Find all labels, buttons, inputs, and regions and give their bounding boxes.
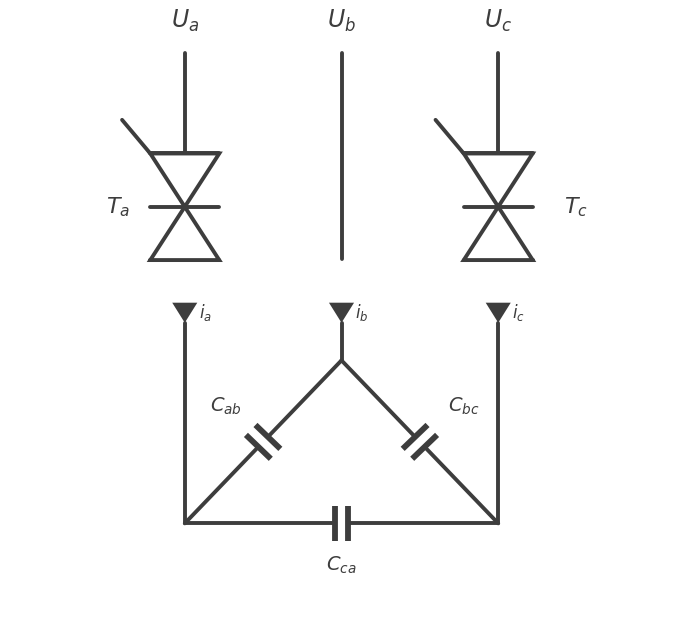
Polygon shape xyxy=(150,207,219,260)
Text: $i_a$: $i_a$ xyxy=(199,302,212,323)
Text: $T_a$: $T_a$ xyxy=(107,195,130,219)
Polygon shape xyxy=(329,303,354,323)
Polygon shape xyxy=(486,303,511,323)
Text: $U_c$: $U_c$ xyxy=(484,8,512,35)
Text: $C_{ab}$: $C_{ab}$ xyxy=(210,396,242,417)
Text: $i_c$: $i_c$ xyxy=(512,302,525,323)
Text: $U_b$: $U_b$ xyxy=(327,8,356,35)
Polygon shape xyxy=(150,153,219,207)
Text: $i_b$: $i_b$ xyxy=(355,302,369,323)
Polygon shape xyxy=(172,303,197,323)
Polygon shape xyxy=(464,153,533,207)
Text: $C_{ca}$: $C_{ca}$ xyxy=(326,555,357,576)
Text: $T_c$: $T_c$ xyxy=(564,195,588,219)
Text: $C_{bc}$: $C_{bc}$ xyxy=(448,396,479,417)
Text: $U_a$: $U_a$ xyxy=(171,8,199,35)
Polygon shape xyxy=(464,207,533,260)
